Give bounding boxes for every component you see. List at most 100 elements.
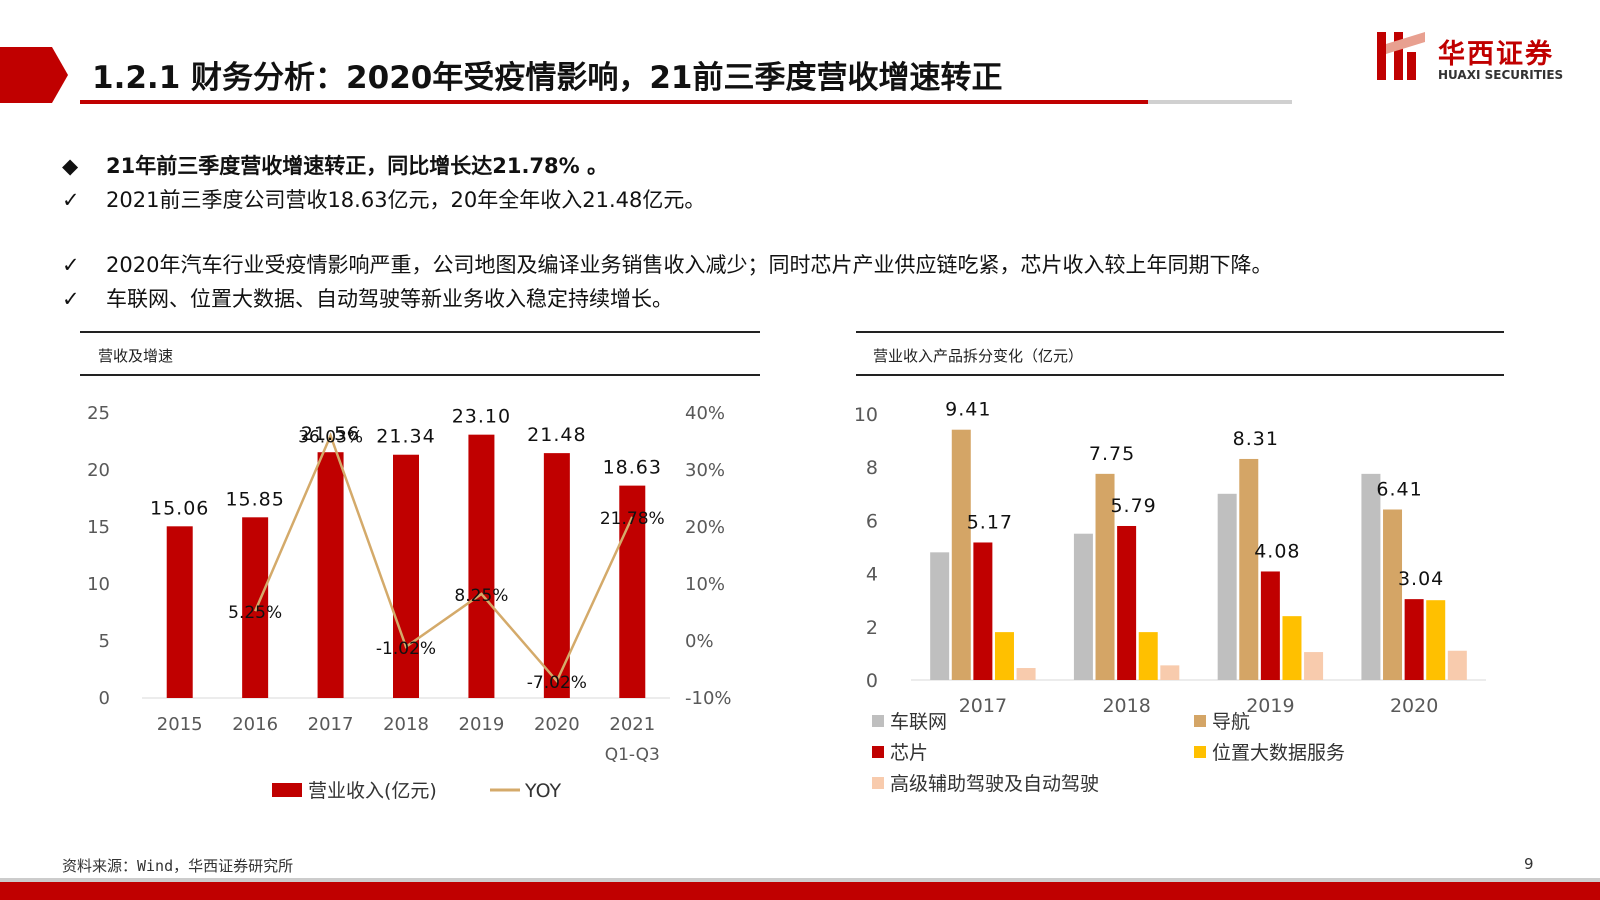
bullet-text: 21年前三季度营收增速转正，同比增长达21.78% 。 <box>106 154 608 178</box>
right-tick-label: 10% <box>685 574 725 595</box>
product-bar <box>1095 473 1115 680</box>
page-number: 9 <box>1524 855 1534 873</box>
product-bar <box>1447 650 1467 680</box>
yoy-data-label: -1.02% <box>376 639 436 659</box>
product-bar <box>973 542 993 680</box>
huaxi-logo-icon <box>1377 32 1425 80</box>
legend-label: 高级辅助驾驶及自动驾驶 <box>890 773 1099 795</box>
product-data-label: 3.04 <box>1398 568 1444 590</box>
product-bar <box>1383 509 1403 680</box>
x-tick-label: 2020 <box>534 714 580 735</box>
source-note: 资料来源：Wind，华西证券研究所 <box>62 857 294 875</box>
product-revenue-chart: 0 2 4 6 8 10 2017 2018 2019 2020 9.41 7.75 8.31 6.41 5… <box>856 399 1486 795</box>
product-bar <box>1304 652 1324 680</box>
yoy-data-label: 8.25% <box>454 586 508 606</box>
revenue-data-label: 23.10 <box>452 406 511 428</box>
yoy-line <box>253 432 634 684</box>
product-bar <box>994 632 1014 680</box>
product-bar <box>1426 600 1446 680</box>
footer-bar-red <box>0 882 1600 900</box>
x-tick-label: 2016 <box>232 714 278 735</box>
x-tick-label: 2021 <box>609 714 655 735</box>
y-tick-label: 8 <box>866 457 878 479</box>
product-bar <box>1217 493 1237 680</box>
revenue-bar <box>468 434 495 698</box>
footer-bar-gray <box>0 878 1600 882</box>
left-tick-label: 25 <box>87 403 110 424</box>
revenue-bar <box>242 517 269 698</box>
product-data-label: 5.79 <box>1110 495 1156 517</box>
product-data-label: 6.41 <box>1376 478 1422 500</box>
revenue-data-label: 21.48 <box>527 424 586 446</box>
product-bar <box>930 552 950 680</box>
check-bullet-icon: ✓ <box>62 253 80 277</box>
page-title: 1.2.1 财务分析：2020年受疫情影响，21前三季度营收增速转正 <box>92 60 1003 96</box>
revenue-bar <box>166 526 193 698</box>
chart2-header-rule <box>856 374 1504 376</box>
left-tick-label: 20 <box>87 460 110 481</box>
chart2-title: 营业收入产品拆分变化（亿元） <box>873 347 1084 365</box>
yoy-data-label: 36.03% <box>298 428 363 448</box>
title-tab <box>0 47 52 103</box>
y-tick-label: 10 <box>856 404 878 426</box>
revenue-bar <box>619 485 646 698</box>
right-tick-label: 20% <box>685 517 725 538</box>
product-bar <box>1260 571 1280 680</box>
chart1-top-rule <box>80 331 760 333</box>
product-bar <box>1160 665 1180 680</box>
x-tick-label: 2019 <box>1246 695 1294 717</box>
legend-label: 芯片 <box>890 742 928 764</box>
check-bullet-icon: ✓ <box>62 287 80 311</box>
revenue-bar <box>543 453 570 698</box>
yoy-data-label: 5.25% <box>228 603 282 623</box>
x-tick-label: 2017 <box>959 695 1007 717</box>
title-underline <box>80 100 1148 104</box>
legend-label-yoy: YOY <box>524 780 561 802</box>
logo-name-en: HUAXI SECURITIES <box>1438 68 1564 82</box>
legend-swatch <box>872 746 884 758</box>
product-data-label: 7.75 <box>1089 443 1135 465</box>
chart2-top-rule <box>856 331 1504 333</box>
bullet-item: ✓ 2021前三季度公司营收18.63亿元，20年全年收入21.48亿元。 <box>62 184 705 214</box>
legend-swatch <box>872 715 884 727</box>
x-tick-label: 2017 <box>308 714 354 735</box>
legend-label: 车联网 <box>890 711 947 733</box>
x-tick-label: 2019 <box>459 714 505 735</box>
legend-label: 导航 <box>1212 711 1250 733</box>
product-bar <box>1404 599 1424 680</box>
revenue-data-label: 15.06 <box>150 497 209 519</box>
left-tick-label: 0 <box>99 688 110 709</box>
x-tick-label: 2018 <box>1102 695 1150 717</box>
right-tick-label: 30% <box>685 460 725 481</box>
y-tick-label: 4 <box>866 564 878 586</box>
product-data-label: 8.31 <box>1233 428 1279 450</box>
revenue-growth-chart: 0 5 10 15 20 25 -10% 0% 10% 20% 30% 40% 15.06 15.85 21… <box>87 403 732 802</box>
product-bar <box>951 429 971 680</box>
x-tick-sublabel: Q1-Q3 <box>605 745 660 765</box>
title-underline-gray <box>1148 100 1292 104</box>
legend-swatch <box>872 777 884 789</box>
bullet-item: ✓ 车联网、位置大数据、自动驾驶等新业务收入稳定持续增长。 <box>62 283 673 313</box>
diamond-bullet-icon: ◆ <box>62 154 79 178</box>
product-bar <box>1117 525 1137 680</box>
y-tick-label: 6 <box>866 510 878 532</box>
bullet-item: ◆ 21年前三季度营收增速转正，同比增长达21.78% 。 <box>62 150 608 180</box>
product-bar <box>1239 458 1259 680</box>
x-tick-label: 2015 <box>157 714 203 735</box>
right-tick-label: -10% <box>685 688 732 709</box>
product-bar <box>1073 533 1093 680</box>
product-data-label: 5.17 <box>967 511 1013 533</box>
legend-swatch-revenue <box>272 783 302 797</box>
bullet-item: ✓ 2020年汽车行业受疫情影响严重，公司地图及编译业务销售收入减少；同时芯片产业… <box>62 249 1272 279</box>
product-bar <box>1138 632 1158 680</box>
logo-name-cn: 华西证券 <box>1438 39 1554 70</box>
y-tick-label: 2 <box>866 617 878 639</box>
revenue-bar <box>393 454 419 698</box>
product-bar <box>1016 668 1036 680</box>
yoy-data-label: -7.02% <box>527 673 587 693</box>
product-data-label: 4.08 <box>1254 540 1300 562</box>
bullet-text: 2021前三季度公司营收18.63亿元，20年全年收入21.48亿元。 <box>106 188 706 212</box>
legend-swatch <box>1194 715 1206 727</box>
legend-swatch <box>1194 746 1206 758</box>
chart1-title: 营收及增速 <box>98 347 174 365</box>
